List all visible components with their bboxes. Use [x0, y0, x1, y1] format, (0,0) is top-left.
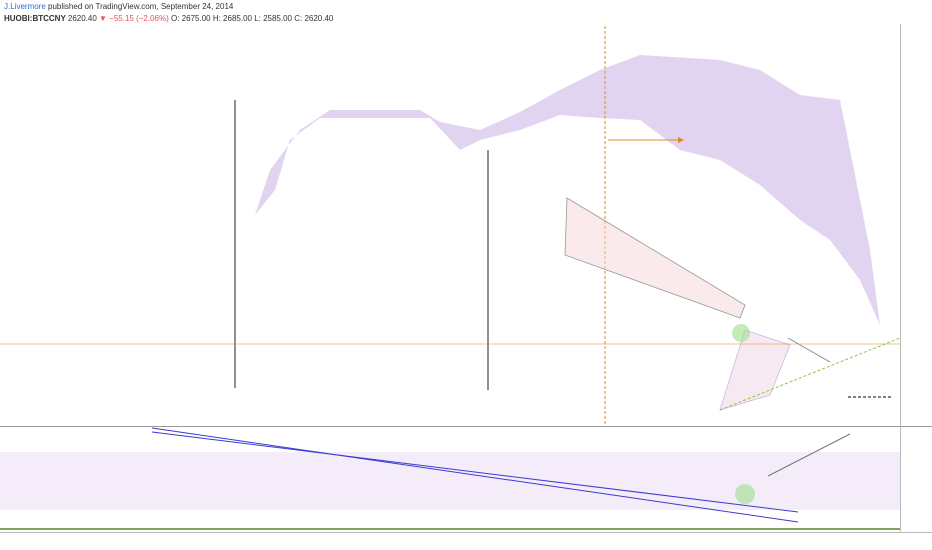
kumo-cloud	[255, 55, 880, 325]
pointer-arrow	[787, 337, 831, 363]
rsi-trendline	[151, 427, 799, 523]
pennant	[719, 329, 791, 411]
arrow-head	[678, 137, 684, 143]
author[interactable]: J.Livermore	[4, 2, 46, 11]
symbol: HUOBI:BTCCNY	[4, 14, 66, 23]
recovery-line	[719, 337, 901, 411]
ohlc: O: 2675.00 H: 2685.00 L: 2585.00 C: 2620…	[171, 14, 334, 23]
price: 2620.40	[68, 14, 97, 23]
quote-line: HUOBI:BTCCNY 2620.40 ▼ −55.15 (−2.06%) O…	[4, 14, 334, 23]
rsi-band	[0, 452, 900, 510]
pointer-arrow	[767, 433, 851, 477]
published: published on TradingView.com, September …	[48, 2, 234, 11]
channel	[564, 197, 746, 319]
drawings	[0, 24, 932, 533]
highlight-circle	[732, 324, 750, 342]
rsi-trendline	[151, 431, 799, 513]
header-line: J.Livermore published on TradingView.com…	[4, 2, 234, 11]
change: ▼ −55.15 (−2.06%)	[99, 14, 169, 23]
header: J.Livermore published on TradingView.com…	[4, 2, 334, 23]
highlight-circle	[735, 484, 755, 504]
